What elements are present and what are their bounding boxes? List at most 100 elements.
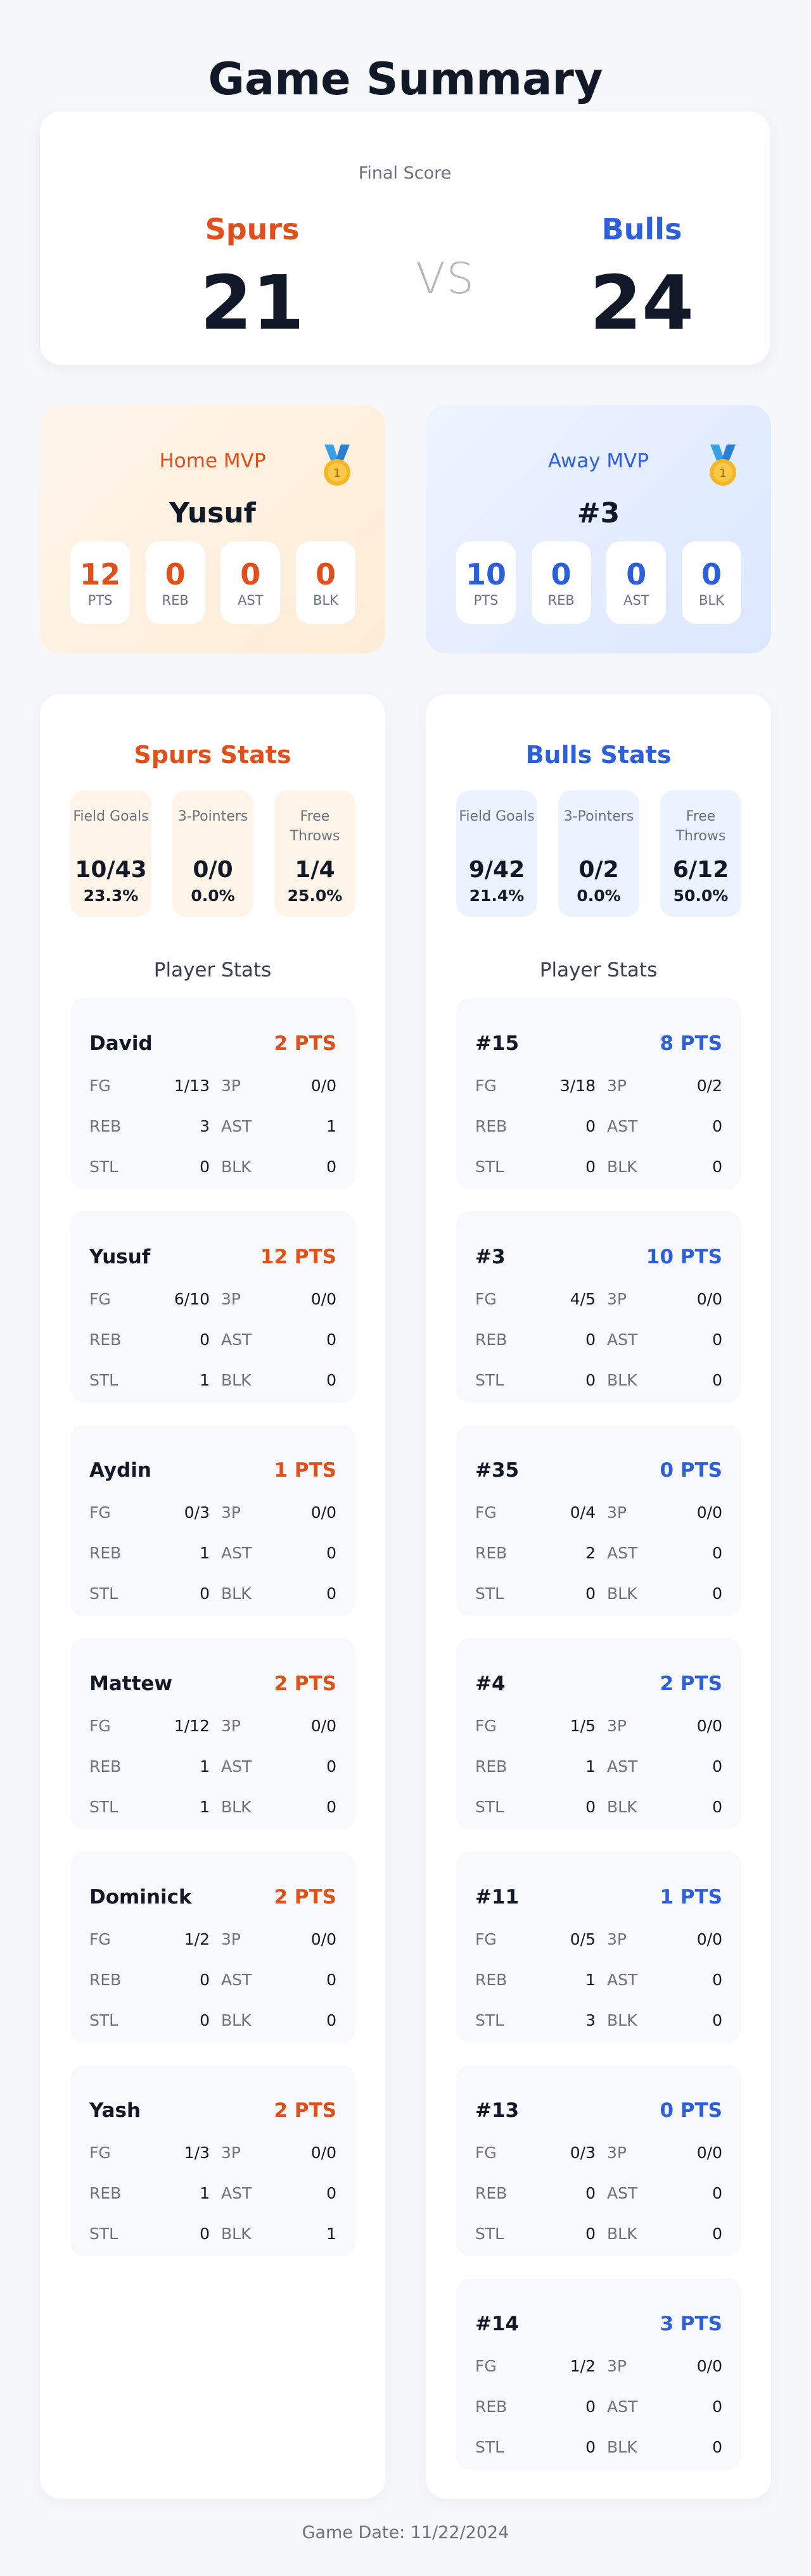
mvp-stat-label: PTS: [473, 593, 499, 608]
stat-label-ast: AST: [221, 1543, 252, 1562]
stat-value-3p: 0/0: [310, 1929, 336, 1948]
stat-value-stl: 1: [200, 1797, 210, 1816]
home-mvp-stat: 0 REB: [145, 541, 205, 624]
stat-value-ast: 0: [712, 1757, 722, 1776]
stat-label-fg: FG: [89, 1076, 111, 1095]
stat-label-reb: REB: [475, 1116, 508, 1135]
player-name: Mattew: [89, 1672, 173, 1695]
player-stat-row: STL 3 BLK 0: [475, 2000, 722, 2040]
stat-value-ast: 1: [326, 1116, 336, 1135]
player-stat-row: FG 1/3 3P 0/0: [89, 2132, 336, 2173]
home-shooting-summary: Field Goals 10/43 23.3% 3-Pointers 0/0 0…: [70, 790, 355, 917]
stat-value-fg: 1/13: [174, 1076, 210, 1095]
home-player-list: David 2 PTS FG 1/13 3P 0/0 REB 3 AST 1 STL 0 BLK 0 Yus…: [70, 998, 355, 2278]
shooting-value: 0/0: [193, 857, 233, 883]
stat-value-fg: 0/3: [184, 1503, 210, 1522]
shooting-value: 9/42: [468, 857, 525, 883]
stat-label-fg: FG: [89, 1716, 111, 1735]
stat-label-fg: FG: [475, 1503, 497, 1522]
shooting-label: 3-Pointers: [563, 809, 634, 824]
stat-value-stl: 0: [585, 1584, 596, 1603]
stat-value-reb: 0: [585, 2397, 596, 2416]
stat-label-stl: STL: [89, 1584, 118, 1603]
player-card-header: #11 1 PTS: [475, 1885, 722, 1910]
home-player-stats-title: Player Stats: [153, 959, 272, 982]
mvp-stat-value: 0: [626, 557, 647, 591]
away-mvp-name: #3: [577, 497, 620, 529]
player-stat-row: STL 0 BLK 0: [89, 1146, 336, 1187]
stat-value-reb: 0: [200, 1970, 210, 1989]
mvp-stat-label: REB: [547, 593, 575, 608]
home-mvp-stat: 12 PTS: [70, 541, 130, 624]
stat-value-fg: 1/5: [570, 1716, 596, 1735]
away-player-stats-title: Player Stats: [539, 959, 658, 982]
stat-value-blk: 0: [712, 2011, 722, 2030]
stat-value-stl: 0: [200, 2011, 210, 2030]
stat-value-blk: 0: [712, 1797, 722, 1816]
stat-label-stl: STL: [475, 1797, 504, 1816]
stat-value-ast: 0: [712, 1330, 722, 1349]
player-stat-grid: FG 1/5 3P 0/0 REB 1 AST 0 STL 0 BLK 0: [475, 1705, 722, 1827]
stat-value-stl: 0: [585, 1797, 596, 1816]
shooting-label: Free Throws: [675, 809, 726, 844]
player-points: 8 PTS: [660, 1032, 722, 1055]
stat-value-stl: 0: [585, 1370, 596, 1389]
stat-label-blk: BLK: [221, 1797, 252, 1816]
stat-label-ast: AST: [607, 1116, 638, 1135]
player-card-header: #3 10 PTS: [475, 1244, 722, 1270]
stat-value-fg: 1/3: [184, 2143, 210, 2162]
home-stats-title: Spurs Stats: [134, 741, 291, 769]
stat-value-blk: 0: [712, 1157, 722, 1176]
home-mvp-stat: 0 BLK: [295, 541, 355, 624]
stat-value-reb: 3: [200, 1116, 210, 1135]
stat-value-3p: 0/0: [696, 1503, 722, 1522]
player-stat-row: FG 1/13 3P 0/0: [89, 1065, 336, 1106]
player-stat-grid: FG 4/5 3P 0/0 REB 0 AST 0 STL 0 BLK 0: [475, 1279, 722, 1400]
player-name: #14: [475, 2313, 520, 2335]
away-mvp-stats: 10 PTS 0 REB 0 AST 0 BLK: [456, 541, 741, 624]
stat-label-3p: 3P: [221, 1076, 241, 1095]
player-points: 3 PTS: [660, 2313, 722, 2335]
player-stat-row: REB 0 AST 0: [475, 1319, 722, 1360]
stat-label-fg: FG: [475, 1076, 497, 1095]
stat-label-ast: AST: [221, 1757, 252, 1776]
player-name: #4: [475, 1672, 506, 1695]
player-card-header: Yusuf 12 PTS: [89, 1244, 336, 1270]
stat-value-reb: 0: [585, 2183, 596, 2202]
stat-label-reb: REB: [475, 1330, 508, 1349]
player-card-header: #35 0 PTS: [475, 1458, 722, 1483]
final-score-card: Final Score Spurs 21 VS Bulls 24: [40, 111, 770, 365]
player-name: Yusuf: [89, 1246, 151, 1268]
medal-icon: 1: [710, 445, 736, 486]
player-card: Yusuf 12 PTS FG 6/10 3P 0/0 REB 0 AST 0 STL 1 BLK 0: [70, 1211, 355, 1403]
stat-label-3p: 3P: [607, 1716, 627, 1735]
player-name: Aydin: [89, 1459, 151, 1482]
shooting-box-3-pointers: 3-Pointers 0/0 0.0%: [172, 790, 253, 917]
stat-value-ast: 0: [712, 2397, 722, 2416]
stat-label-3p: 3P: [607, 1289, 627, 1308]
shooting-label: 3-Pointers: [177, 809, 248, 824]
stat-label-stl: STL: [89, 2224, 118, 2243]
away-shooting-summary: Field Goals 9/42 21.4% 3-Pointers 0/2 0.…: [456, 790, 741, 917]
shooting-value: 10/43: [75, 857, 147, 883]
stat-label-ast: AST: [607, 1970, 638, 1989]
player-card: Aydin 1 PTS FG 0/3 3P 0/0 REB 1 AST 0 STL 0 BLK 0: [70, 1425, 355, 1616]
medal-icon: 1: [324, 445, 350, 486]
stat-label-reb: REB: [475, 2183, 508, 2202]
stat-label-fg: FG: [89, 1929, 111, 1948]
shooting-percentage: 25.0%: [287, 887, 343, 905]
stat-label-reb: REB: [89, 1330, 122, 1349]
player-name: #11: [475, 1886, 520, 1909]
player-name: David: [89, 1032, 153, 1055]
player-points: 12 PTS: [260, 1246, 336, 1268]
stat-value-3p: 0/0: [696, 1289, 722, 1308]
stat-value-fg: 6/10: [174, 1289, 210, 1308]
stat-label-3p: 3P: [607, 2356, 627, 2375]
player-stat-grid: FG 1/2 3P 0/0 REB 0 AST 0 STL 0 BLK 0: [89, 1919, 336, 2040]
stat-value-ast: 0: [326, 1330, 336, 1349]
player-points: 2 PTS: [274, 1032, 336, 1055]
stat-value-stl: 0: [585, 1157, 596, 1176]
stat-label-reb: REB: [89, 2183, 122, 2202]
svg-text:1: 1: [719, 467, 726, 480]
player-points: 1 PTS: [274, 1459, 336, 1482]
